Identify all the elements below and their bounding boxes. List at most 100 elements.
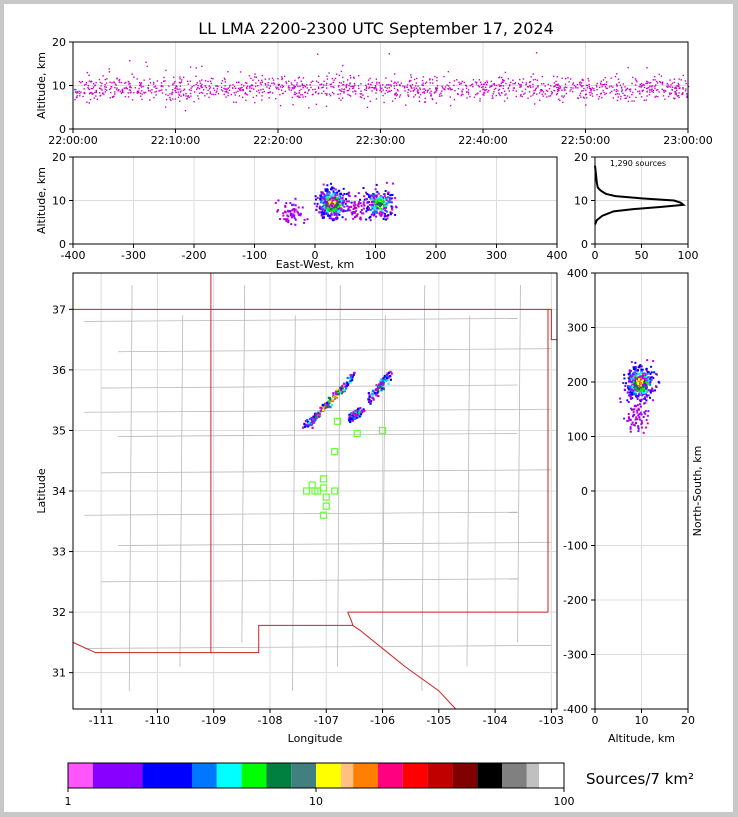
source-cell [346, 381, 349, 384]
source-point [395, 82, 397, 85]
source-point [682, 92, 684, 94]
source-point [174, 87, 177, 89]
source-point [626, 95, 629, 97]
source-cell [296, 211, 299, 214]
source-point [242, 89, 244, 92]
source-point [187, 83, 190, 85]
source-cell [334, 188, 337, 191]
source-cell [327, 201, 330, 204]
source-point [646, 95, 648, 97]
source-cell [327, 205, 330, 208]
source-point [114, 86, 116, 89]
source-point [624, 86, 626, 88]
source-point [542, 91, 545, 93]
source-cell [329, 406, 332, 409]
source-cell [627, 391, 630, 394]
source-cell [637, 408, 640, 411]
source-point [341, 88, 343, 90]
source-cell [355, 207, 358, 210]
source-cell [342, 194, 345, 197]
source-point [182, 76, 185, 79]
source-point [201, 86, 204, 89]
source-point [94, 91, 96, 94]
source-cell [359, 211, 362, 214]
source-point [485, 89, 487, 91]
source-cell [630, 388, 633, 391]
source-point [467, 93, 470, 95]
source-point [686, 96, 688, 99]
source-cell [348, 195, 351, 198]
source-cell [334, 197, 337, 200]
source-cell [639, 405, 642, 408]
colorbar-swatch [502, 763, 527, 788]
source-point [302, 84, 305, 87]
source-point [443, 75, 445, 78]
source-point [173, 76, 175, 78]
source-point [138, 81, 141, 84]
source-point [237, 90, 239, 93]
source-point [574, 85, 577, 88]
source-cell [337, 198, 340, 201]
source-point [605, 92, 607, 95]
source-point [201, 79, 203, 81]
source-cell [286, 214, 289, 217]
source-point [618, 93, 620, 95]
y-tick-label: 0 [59, 123, 66, 136]
source-point [624, 94, 626, 97]
y-tick-label: 10 [52, 195, 66, 208]
source-cell [375, 201, 378, 204]
source-cell [343, 192, 346, 195]
histogram-axes [594, 156, 689, 245]
source-cell [630, 391, 633, 394]
source-point [162, 85, 164, 88]
source-cell [333, 213, 336, 216]
source-cell [352, 217, 355, 220]
source-cell [319, 208, 322, 211]
source-cell [372, 196, 375, 199]
source-point [139, 95, 142, 97]
source-point [178, 93, 180, 95]
source-point [83, 91, 86, 94]
source-point [585, 84, 588, 87]
source-cell [630, 361, 633, 364]
source-point [461, 80, 464, 83]
source-point [288, 80, 290, 82]
source-cell [345, 387, 348, 390]
source-cell [293, 217, 296, 220]
source-cell [365, 218, 368, 221]
source-point [509, 81, 512, 84]
source-point [453, 98, 456, 101]
source-point [404, 85, 406, 88]
source-point [269, 85, 272, 87]
source-point [261, 81, 264, 83]
source-point [224, 85, 226, 87]
source-point [81, 80, 83, 83]
source-point [340, 90, 342, 92]
source-cell [311, 420, 314, 423]
source-point [137, 90, 140, 92]
source-point [209, 91, 212, 93]
source-cell [321, 201, 324, 204]
source-cell [644, 396, 647, 399]
source-cell [372, 211, 375, 214]
source-point [561, 95, 563, 97]
source-point [603, 91, 605, 94]
source-point [328, 72, 330, 74]
source-point [106, 78, 108, 80]
y-tick-label: 0 [581, 238, 588, 251]
source-point [600, 83, 602, 85]
source-cell [629, 388, 632, 391]
source-point [545, 89, 548, 92]
source-cell [642, 387, 645, 390]
source-point [503, 90, 506, 93]
source-cell [344, 218, 347, 221]
source-cell [647, 410, 650, 413]
source-cell [634, 422, 637, 425]
source-point [507, 87, 510, 89]
source-cell [632, 423, 635, 426]
lma-station-marker [319, 475, 328, 483]
source-point [643, 86, 646, 89]
source-point [228, 89, 231, 91]
source-cell [359, 406, 362, 410]
source-point [646, 67, 648, 69]
